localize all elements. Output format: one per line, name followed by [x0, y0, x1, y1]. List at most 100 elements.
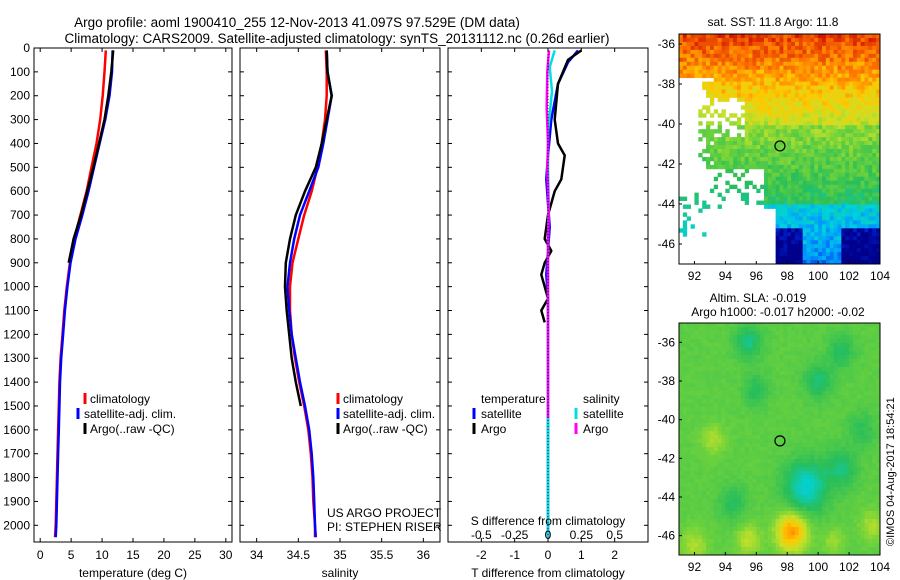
map-cell: [794, 527, 800, 532]
map-cell: [814, 81, 819, 86]
map-cell: [802, 455, 807, 460]
map-cell: [791, 507, 796, 512]
map-cell: [779, 395, 784, 400]
map-cell: [810, 511, 815, 516]
map-cell: [706, 34, 711, 39]
map-cell: [748, 515, 753, 520]
map-cell: [690, 499, 695, 504]
map-cell: [852, 160, 858, 166]
map-cell: [798, 323, 804, 328]
map-cell: [833, 244, 838, 249]
map-cell: [740, 105, 746, 110]
map-cell: [690, 339, 695, 344]
map-cell: [852, 141, 858, 146]
map-cell: [787, 53, 792, 59]
map-cell: [740, 160, 746, 166]
map-cell: [856, 188, 862, 194]
map-cell: [779, 61, 784, 67]
map-cell: [783, 172, 788, 178]
map-cell: [709, 511, 715, 516]
map-cell: [791, 212, 796, 217]
map-cell: [690, 415, 695, 420]
map-cell: [783, 459, 788, 464]
map-cell: [760, 363, 765, 368]
map-cell: [690, 507, 695, 512]
map-lon-tick-label: 100: [808, 269, 828, 283]
map-cell: [767, 200, 773, 205]
map-cell: [756, 375, 761, 380]
map-cell: [690, 535, 695, 540]
map-cell: [814, 519, 819, 524]
map-cell: [822, 511, 827, 516]
map-cell: [818, 248, 823, 253]
map-cell: [876, 232, 881, 237]
map-cell: [709, 34, 715, 39]
map-cell: [872, 77, 877, 82]
map-cell: [806, 507, 811, 512]
map-cell: [736, 463, 742, 468]
map-cell: [721, 37, 726, 43]
map-cell: [767, 499, 773, 504]
map-cell: [698, 483, 703, 488]
map-cell: [794, 347, 800, 352]
map-cell: [872, 49, 877, 55]
map-cell: [876, 65, 881, 71]
map-cell: [686, 519, 691, 524]
salinity-axis-label: salinity: [322, 566, 359, 580]
map-cell: [872, 141, 877, 146]
map-cell: [767, 519, 773, 524]
map-cell: [744, 491, 749, 496]
map-cell: [756, 93, 761, 98]
map-cell: [767, 192, 773, 197]
map-cell: [798, 81, 804, 86]
map-cell: [775, 97, 780, 102]
map-cell: [814, 232, 819, 237]
map-cell: [791, 407, 796, 412]
map-cell: [702, 331, 707, 336]
map-cell: [779, 527, 784, 532]
map-cell: [744, 335, 749, 340]
map-cell: [679, 395, 684, 400]
map-cell: [829, 479, 835, 484]
map-cell: [833, 204, 838, 209]
map-cell: [764, 399, 769, 404]
map-cell: [756, 519, 761, 524]
map-cell: [833, 196, 838, 201]
map-cell: [783, 367, 788, 372]
map-cell: [725, 375, 730, 380]
map-cell: [868, 117, 873, 122]
map-cell: [794, 224, 800, 229]
map-cell: [833, 327, 838, 332]
map-cell: [829, 97, 835, 102]
map-cell: [841, 34, 846, 39]
map-cell: [849, 232, 854, 237]
map-cell: [814, 204, 819, 209]
map-cell: [798, 232, 804, 237]
map-cell: [709, 531, 715, 536]
map-cell: [744, 503, 749, 508]
map-cell: [760, 447, 765, 452]
map-cell: [779, 97, 784, 102]
map-cell: [798, 105, 804, 110]
map-cell: [725, 149, 730, 154]
map-cell: [694, 37, 699, 43]
map-cell: [725, 511, 730, 516]
map-cell: [736, 117, 742, 122]
map-cell: [752, 459, 757, 464]
map-cell: [783, 543, 788, 548]
map-cell: [864, 129, 869, 134]
map-cell: [752, 415, 757, 420]
map-cell: [767, 89, 773, 94]
map-cell: [837, 240, 842, 245]
map-cell: [725, 168, 730, 174]
map-cell: [794, 256, 800, 261]
map-cell: [748, 57, 753, 63]
map-cell: [721, 539, 726, 544]
map-cell: [729, 77, 734, 82]
map-cell: [806, 256, 811, 261]
map-cell: [806, 379, 811, 384]
map-cell: [791, 491, 796, 496]
map-cell: [822, 160, 827, 166]
map-cell: [775, 121, 780, 126]
map-cell: [729, 343, 734, 348]
